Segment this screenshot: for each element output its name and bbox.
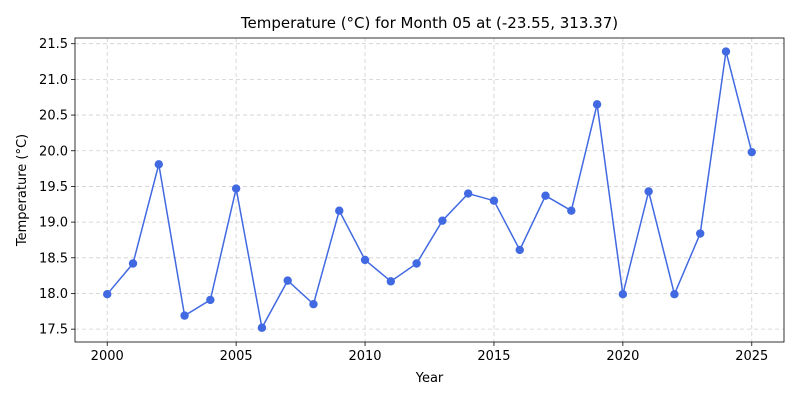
chart-title: Temperature (°C) for Month 05 at (-23.55… [240,14,618,32]
x-tick-label: 2025 [735,349,768,364]
x-tick-label: 2015 [477,349,510,364]
data-point [257,323,267,332]
data-point [386,277,396,286]
x-axis-label: Year [415,371,444,386]
data-point [180,311,189,320]
axis-ticks: 2000 2005 2010 2015 2020 2025 17.5 18.0 18.5 19.0… [39,37,768,364]
y-tick-label: 20.0 [39,144,68,159]
x-tick-label: 2005 [220,349,253,364]
data-point [231,184,241,193]
y-tick-label: 19.0 [39,216,68,231]
data-point [618,289,628,299]
data-point [206,295,215,305]
data-point [412,259,421,268]
data-point [644,187,653,196]
y-tick-label: 20.5 [39,109,68,124]
y-tick-label: 21.0 [39,73,68,88]
data-point [360,255,370,265]
y-tick-label: 17.5 [39,323,68,338]
series-line [106,51,753,330]
data-point [128,259,138,268]
data-point [335,206,344,215]
y-tick-label: 18.5 [39,251,68,266]
y-tick-label: 21.5 [39,37,68,52]
data-point [515,245,524,255]
y-axis-label: Temperature (°C) [15,134,30,247]
data-point [309,299,318,309]
plot-frame [74,37,785,343]
data-point [592,100,602,109]
x-tick-label: 2020 [606,349,639,364]
data-point [283,276,292,285]
data-point [489,196,499,205]
x-tick-label: 2010 [348,349,381,364]
data-point [541,191,550,200]
y-tick-label: 19.5 [39,180,68,195]
data-point [670,289,679,299]
data-point [721,47,731,56]
y-tick-label: 18.0 [39,287,68,302]
data-point [747,147,756,157]
series-temperature [103,47,756,332]
data-point [154,160,163,169]
data-point [696,229,705,238]
data-point [438,216,447,225]
data-point [463,189,473,198]
data-point [103,289,112,299]
data-point [567,206,576,215]
x-tick-label: 2000 [91,349,124,364]
